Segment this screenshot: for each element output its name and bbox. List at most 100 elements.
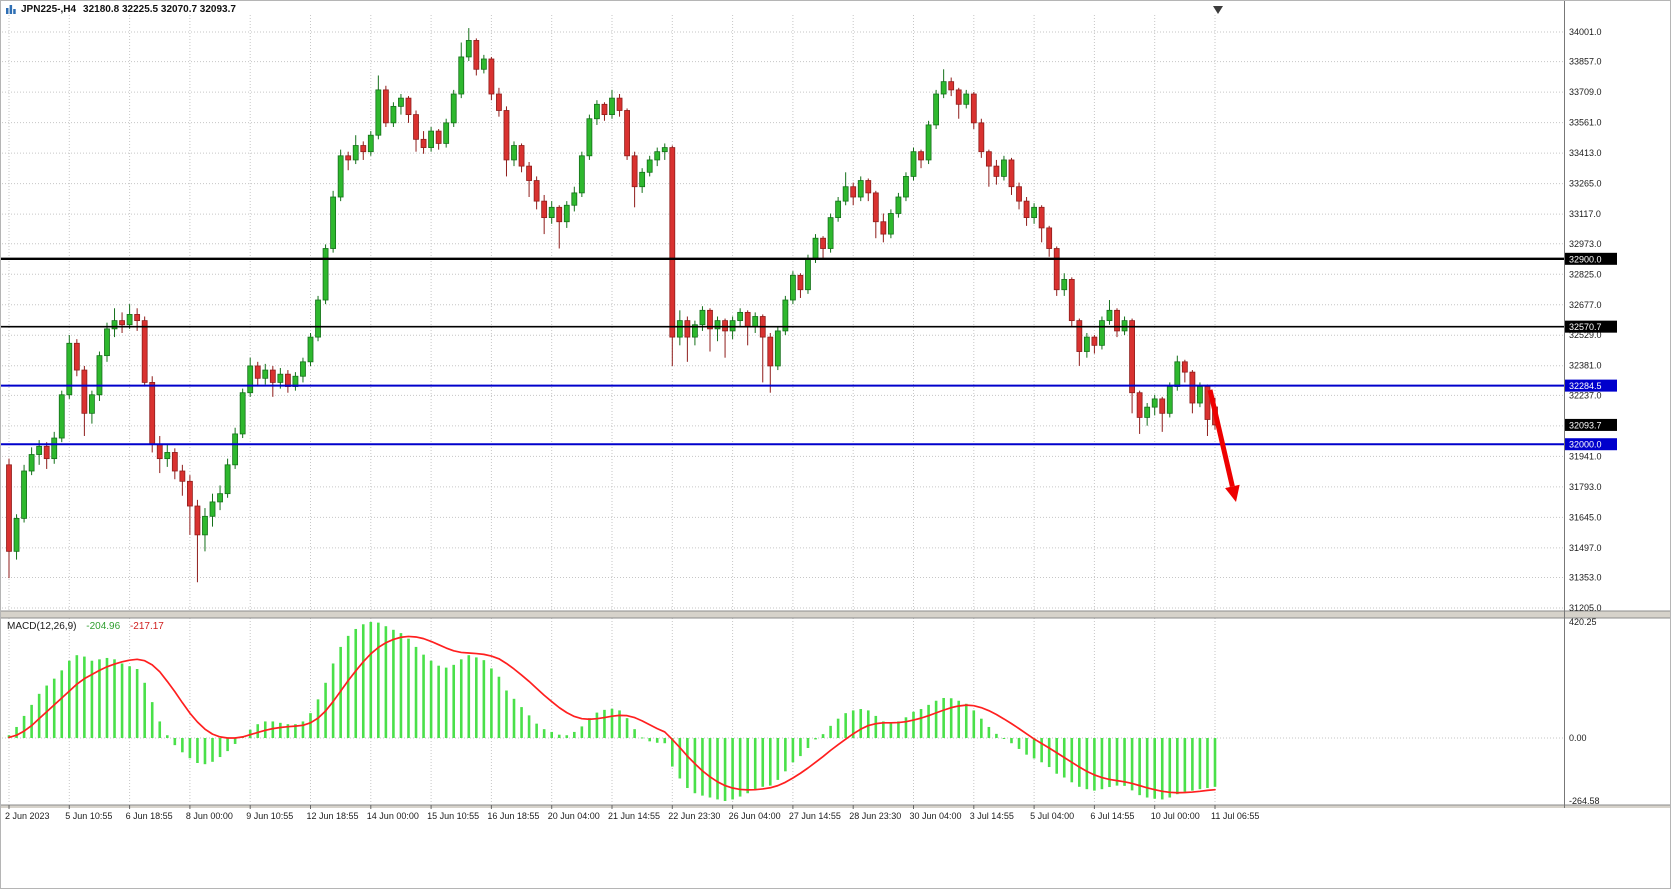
macd-histogram-bar bbox=[1115, 738, 1119, 786]
candle-body bbox=[119, 320, 125, 326]
candle-body bbox=[805, 258, 811, 291]
macd-histogram-bar bbox=[452, 664, 456, 738]
candle-body bbox=[820, 237, 826, 249]
macd-histogram-bar bbox=[799, 738, 802, 757]
candle-body bbox=[428, 130, 435, 148]
candle-body bbox=[714, 320, 721, 330]
candle-body bbox=[1151, 398, 1158, 408]
macd-histogram-bar bbox=[927, 704, 930, 738]
time-label: 10 Jul 00:00 bbox=[1151, 811, 1200, 821]
macd-histogram-bar bbox=[882, 721, 885, 738]
candle-body bbox=[1189, 371, 1196, 404]
macd-histogram-bar bbox=[490, 668, 493, 738]
candle-body bbox=[684, 320, 691, 338]
time-label: 14 Jun 00:00 bbox=[367, 811, 419, 821]
candle-body bbox=[827, 217, 834, 249]
candle-body bbox=[224, 464, 231, 495]
candle-body bbox=[126, 314, 133, 326]
candle-body bbox=[842, 186, 849, 202]
candle-body bbox=[1136, 392, 1143, 418]
macd-histogram-bar bbox=[738, 738, 742, 797]
candle-body bbox=[1031, 206, 1037, 219]
candle-body bbox=[217, 493, 223, 503]
macd-histogram-bar bbox=[520, 707, 523, 738]
macd-histogram-bar bbox=[444, 667, 448, 738]
candle-body bbox=[782, 299, 789, 332]
macd-histogram-bar bbox=[731, 738, 734, 800]
macd-histogram-bar bbox=[753, 738, 757, 790]
candle-body bbox=[58, 394, 65, 439]
macd-histogram-bar bbox=[1070, 738, 1074, 783]
candle-body bbox=[654, 151, 661, 161]
candle-body bbox=[81, 369, 88, 414]
candle-body bbox=[872, 192, 879, 223]
price-label: 31941.0 bbox=[1569, 451, 1602, 461]
macd-histogram-bar bbox=[995, 733, 998, 738]
time-label: 27 Jun 14:55 bbox=[789, 811, 841, 821]
trend-arrow-shaft[interactable] bbox=[1207, 389, 1235, 487]
macd-histogram-bar bbox=[1138, 738, 1141, 796]
time-label: 16 Jun 18:55 bbox=[487, 811, 539, 821]
macd-histogram-bar bbox=[1206, 738, 1209, 789]
time-label: 12 Jun 18:55 bbox=[307, 811, 359, 821]
macd-histogram-bar bbox=[1213, 738, 1217, 787]
candle-body bbox=[488, 58, 495, 95]
price-label: 34001.0 bbox=[1569, 27, 1602, 37]
macd-histogram-bar bbox=[912, 711, 915, 738]
candle-body bbox=[910, 151, 917, 177]
candle-body bbox=[1008, 159, 1015, 188]
trend-arrow-head[interactable] bbox=[1225, 484, 1240, 502]
candle-body bbox=[480, 58, 487, 70]
candle-body bbox=[202, 515, 208, 536]
panel-separator[interactable] bbox=[1, 611, 1671, 618]
macd-histogram-bar bbox=[980, 718, 983, 738]
candle-body bbox=[865, 180, 872, 194]
candle-body bbox=[1061, 279, 1068, 291]
macd-histogram-bar bbox=[1183, 738, 1187, 792]
chart-shift-marker[interactable] bbox=[1213, 6, 1223, 14]
candle-body bbox=[1174, 361, 1181, 387]
macd-histogram-bar bbox=[1160, 738, 1164, 800]
macd-main-value: -204.96 bbox=[86, 621, 121, 632]
candle-body bbox=[345, 155, 352, 161]
candle-body bbox=[850, 186, 857, 198]
price-label: 33561.0 bbox=[1569, 118, 1602, 128]
macd-indicator-label: MACD(12,26,9) -204.96 -217.17 bbox=[7, 621, 164, 632]
macd-histogram-bar bbox=[361, 624, 365, 738]
price-label: 33117.0 bbox=[1569, 209, 1601, 219]
candle-body bbox=[548, 206, 555, 219]
price-label: 33709.0 bbox=[1569, 87, 1602, 97]
time-label: 22 Jun 23:30 bbox=[668, 811, 720, 821]
macd-histogram-bar bbox=[768, 738, 772, 786]
candle-body bbox=[73, 342, 80, 371]
candle-body bbox=[141, 320, 148, 383]
price-badge-text: 32284.5 bbox=[1569, 381, 1602, 391]
time-axis-separator bbox=[1, 805, 1670, 808]
macd-histogram-bar bbox=[120, 663, 124, 738]
candle-body bbox=[1159, 398, 1166, 414]
macd-histogram-bar bbox=[1176, 738, 1179, 795]
macd-histogram-bar bbox=[135, 668, 139, 738]
macd-histogram-bar bbox=[1078, 738, 1081, 787]
candle-body bbox=[51, 437, 58, 460]
candle-body bbox=[669, 147, 676, 338]
macd-histogram-bar bbox=[354, 628, 358, 738]
candle-body bbox=[1181, 361, 1188, 373]
candle-body bbox=[413, 114, 419, 140]
candle-body bbox=[6, 464, 12, 552]
macd-histogram-bar bbox=[897, 721, 900, 738]
candle-body bbox=[940, 81, 947, 95]
macd-histogram-bar bbox=[346, 635, 350, 738]
candle-body bbox=[812, 237, 819, 260]
macd-histogram-bar bbox=[934, 700, 938, 738]
candle-body bbox=[156, 443, 163, 460]
candle-body bbox=[895, 196, 902, 214]
macd-histogram-bar bbox=[150, 702, 154, 738]
price-badge bbox=[1565, 252, 1617, 265]
candle-body bbox=[277, 373, 284, 383]
candle-body bbox=[307, 336, 314, 363]
time-label: 5 Jul 04:00 bbox=[1030, 811, 1074, 821]
macd-histogram-bar bbox=[482, 660, 486, 738]
macd-histogram-bar bbox=[286, 724, 290, 738]
